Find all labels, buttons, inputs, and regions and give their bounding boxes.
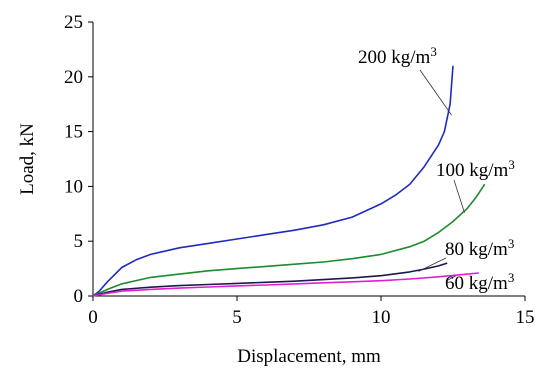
series-label-text: 60 kg/m — [445, 273, 508, 294]
series-label-superscript: 3 — [508, 270, 515, 285]
y-tick-label: 0 — [74, 286, 84, 307]
leader-line-200 — [419, 69, 452, 116]
series-label-100: 100 kg/m3 — [436, 157, 515, 181]
axes — [92, 22, 525, 297]
series-line-200-kg-m3 — [92, 65, 454, 297]
y-tick-label: 25 — [64, 12, 83, 33]
series-label-60: 60 kg/m3 — [445, 270, 514, 294]
x-axis-title: Displacement, mm — [237, 346, 381, 367]
series-label-80: 80 kg/m3 — [445, 236, 514, 260]
x-tick-label: 0 — [88, 307, 98, 328]
ticks: 0 5 10 15 20 25 0 5 10 15 — [64, 12, 535, 328]
y-axis-title: Load, kN — [17, 123, 38, 195]
series-label-200: 200 kg/m3 — [358, 44, 437, 68]
leader-line-80 — [418, 257, 447, 272]
x-tick-label: 5 — [232, 307, 242, 328]
series-line-80-kg-m3 — [92, 262, 448, 297]
y-tick-label: 10 — [64, 176, 83, 197]
leader-line-100 — [453, 179, 465, 213]
x-tick-label: 15 — [516, 307, 535, 328]
y-tick-label: 5 — [74, 231, 84, 252]
series-label-text: 200 kg/m — [358, 47, 431, 68]
series-label-superscript: 3 — [508, 157, 515, 172]
series-line-60-kg-m3 — [92, 272, 479, 297]
series-label-superscript: 3 — [430, 44, 437, 59]
series-label-superscript: 3 — [508, 236, 515, 251]
series-line-100-kg-m3 — [92, 183, 486, 297]
leader-lines — [418, 69, 465, 282]
x-tick-label: 10 — [372, 307, 391, 328]
y-tick-label: 15 — [64, 122, 83, 143]
series-label-text: 100 kg/m — [436, 160, 509, 181]
y-tick-label: 20 — [64, 67, 83, 88]
series-lines — [92, 65, 486, 297]
leader-line-60 — [445, 275, 457, 282]
series-label-text: 80 kg/m — [445, 239, 508, 260]
